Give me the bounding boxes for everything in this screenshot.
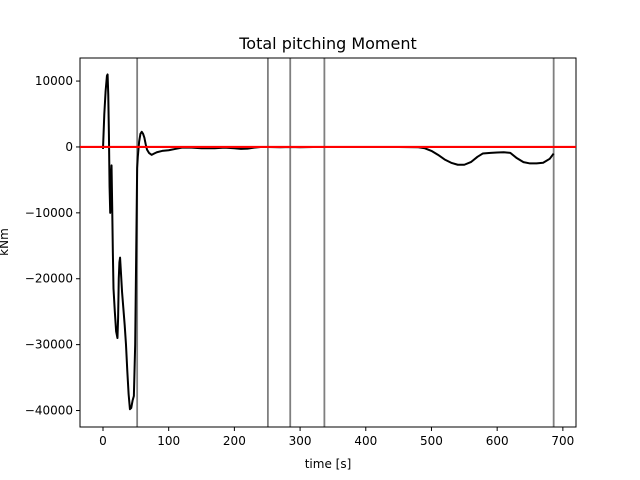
y-tick-label-5: −40000: [25, 404, 73, 418]
series-group: [101, 73, 555, 411]
chart-title: Total pitching Moment: [238, 34, 417, 53]
y-axis-label: kNm: [0, 228, 11, 256]
x-tick-label-1: 100: [157, 434, 180, 448]
x-tick-label-3: 300: [289, 434, 312, 448]
y-tick-label-1: 0: [65, 140, 73, 154]
x-tick-label-6: 600: [486, 434, 509, 448]
x-tick-label-7: 700: [551, 434, 574, 448]
y-tick-label-4: −30000: [25, 338, 73, 352]
plot-area: [80, 58, 576, 427]
x-tick-label-0: 0: [99, 434, 107, 448]
x-tick-label-5: 500: [420, 434, 443, 448]
y-tick-label-0: 10000: [35, 74, 73, 88]
x-tick-label-2: 200: [223, 434, 246, 448]
y-axis-ticks: 10000 0 −10000 −20000 −30000 −40000: [25, 74, 80, 418]
x-tick-label-4: 400: [354, 434, 377, 448]
plot-frame: [79, 57, 577, 428]
vertical-lines: [136, 58, 555, 427]
y-tick-label-3: −20000: [25, 272, 73, 286]
series-line-0: [101, 73, 555, 411]
x-axis-label: time [s]: [305, 457, 352, 471]
y-tick-label-2: −10000: [25, 206, 73, 220]
x-axis-ticks: 0 100 200 300 400 500 600 700: [99, 427, 574, 448]
